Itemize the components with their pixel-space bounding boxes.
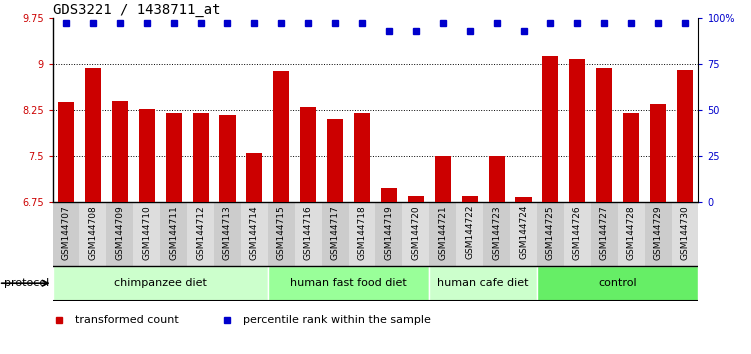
Bar xyxy=(268,202,294,266)
Text: GSM144709: GSM144709 xyxy=(116,205,125,260)
Text: GSM144724: GSM144724 xyxy=(519,205,528,259)
Bar xyxy=(483,202,510,266)
Text: transformed count: transformed count xyxy=(75,315,179,325)
Bar xyxy=(462,196,478,202)
Text: GSM144727: GSM144727 xyxy=(600,205,609,259)
Text: GSM144716: GSM144716 xyxy=(303,205,312,260)
Text: control: control xyxy=(599,278,637,288)
Bar xyxy=(300,107,316,202)
Bar xyxy=(510,202,537,266)
Bar xyxy=(58,102,74,202)
Text: GSM144728: GSM144728 xyxy=(626,205,635,259)
Bar xyxy=(677,70,693,202)
Text: human cafe diet: human cafe diet xyxy=(437,278,529,288)
Bar xyxy=(403,202,430,266)
Text: GSM144720: GSM144720 xyxy=(412,205,421,259)
Bar xyxy=(327,119,343,202)
Text: GSM144713: GSM144713 xyxy=(223,205,232,260)
Bar xyxy=(134,202,160,266)
Bar xyxy=(569,59,586,202)
Text: GSM144711: GSM144711 xyxy=(169,205,178,260)
Text: GSM144717: GSM144717 xyxy=(330,205,339,260)
Bar xyxy=(617,202,644,266)
Bar xyxy=(623,113,639,202)
Bar xyxy=(596,68,612,202)
Bar xyxy=(488,156,505,202)
Bar xyxy=(435,156,451,202)
Text: GSM144730: GSM144730 xyxy=(680,205,689,260)
Text: GSM144715: GSM144715 xyxy=(277,205,286,260)
Bar xyxy=(515,198,532,202)
Bar xyxy=(53,266,268,301)
Bar xyxy=(591,202,617,266)
Bar xyxy=(219,115,236,202)
Bar xyxy=(354,113,370,202)
Bar xyxy=(644,202,671,266)
Bar xyxy=(160,202,187,266)
Bar xyxy=(542,56,559,202)
Bar xyxy=(457,202,483,266)
Bar xyxy=(408,196,424,202)
Text: GSM144726: GSM144726 xyxy=(573,205,582,259)
Text: protocol: protocol xyxy=(4,278,49,288)
Bar xyxy=(381,188,397,202)
Bar xyxy=(268,266,430,301)
Bar xyxy=(273,71,289,202)
Bar xyxy=(192,113,209,202)
Bar xyxy=(241,202,268,266)
Bar xyxy=(53,202,80,266)
Bar xyxy=(321,202,348,266)
Bar xyxy=(166,113,182,202)
Text: human fast food diet: human fast food diet xyxy=(290,278,407,288)
Bar xyxy=(139,109,155,202)
Text: chimpanzee diet: chimpanzee diet xyxy=(113,278,207,288)
Text: GSM144729: GSM144729 xyxy=(653,205,662,259)
Text: GSM144718: GSM144718 xyxy=(357,205,366,260)
Text: GSM144721: GSM144721 xyxy=(439,205,448,259)
Bar xyxy=(246,153,263,202)
Text: percentile rank within the sample: percentile rank within the sample xyxy=(243,315,431,325)
Bar xyxy=(671,202,698,266)
Bar xyxy=(187,202,214,266)
Text: GSM144708: GSM144708 xyxy=(89,205,98,260)
Bar xyxy=(214,202,241,266)
Bar xyxy=(112,101,128,202)
Text: GDS3221 / 1438711_at: GDS3221 / 1438711_at xyxy=(53,3,220,17)
Bar xyxy=(430,202,457,266)
Text: GSM144725: GSM144725 xyxy=(546,205,555,259)
Text: GSM144723: GSM144723 xyxy=(492,205,501,259)
Text: GSM144712: GSM144712 xyxy=(196,205,205,259)
Bar xyxy=(85,68,101,202)
Bar xyxy=(650,104,666,202)
Text: GSM144707: GSM144707 xyxy=(62,205,71,260)
Text: GSM144714: GSM144714 xyxy=(250,205,259,259)
Text: GSM144710: GSM144710 xyxy=(142,205,151,260)
Bar xyxy=(348,202,376,266)
Bar xyxy=(294,202,321,266)
Bar xyxy=(430,266,537,301)
Bar xyxy=(107,202,134,266)
Text: GSM144722: GSM144722 xyxy=(465,205,474,259)
Bar xyxy=(80,202,107,266)
Bar xyxy=(376,202,403,266)
Bar xyxy=(537,202,564,266)
Bar xyxy=(537,266,698,301)
Text: GSM144719: GSM144719 xyxy=(385,205,394,260)
Bar xyxy=(564,202,591,266)
